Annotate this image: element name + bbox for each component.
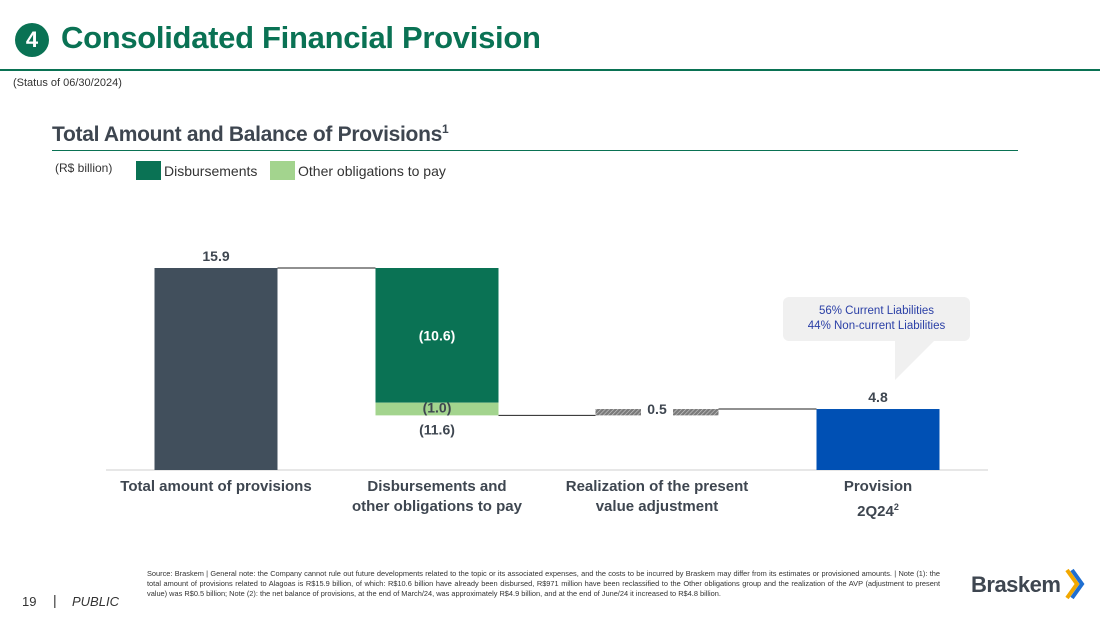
category-label-provision: Provision 2Q242: [763, 477, 993, 522]
category-label-line: other obligations to pay: [351, 498, 522, 515]
callout-pointer: [895, 340, 935, 380]
data-label-disbursements-total: (11.6): [419, 421, 455, 437]
category-label-total: Total amount of provisions: [101, 477, 331, 497]
liabilities-callout: 56% Current Liabilities 44% Non-current …: [783, 297, 970, 341]
category-label-line: Disbursements and: [367, 478, 507, 495]
unit-label: (R$ billion): [55, 161, 113, 175]
data-label-disbursements: (10.6): [419, 327, 456, 343]
data-label-provision: 4.8: [868, 389, 888, 405]
category-label-line: value adjustment: [595, 498, 719, 515]
data-label-bg: [641, 401, 673, 417]
bar-disbursements: [375, 268, 499, 403]
legend-swatch-disbursements: [136, 161, 161, 180]
classification-label: PUBLIC: [72, 594, 119, 609]
chart-title-text: Total Amount and Balance of Provisions: [52, 123, 442, 146]
callout-line-current: 56% Current Liabilities: [818, 305, 935, 317]
bar-provision-2q24: [816, 409, 940, 470]
chart-title: Total Amount and Balance of Provisions1: [52, 122, 449, 147]
status-date: (Status of 06/30/2024): [13, 77, 122, 89]
page-title: Consolidated Financial Provision: [61, 20, 541, 55]
footer-separator: |: [53, 592, 57, 608]
data-label-total: 15.9: [202, 248, 229, 264]
category-label-footnote-ref: 2: [893, 502, 899, 512]
category-label-line: 2Q242: [763, 497, 993, 522]
chart-title-divider: [52, 150, 1018, 151]
source-footnote: Source: Braskem | General note: the Comp…: [147, 569, 940, 598]
category-label-present-value: Realization of the present value adjustm…: [542, 477, 772, 517]
category-label-disbursements: Disbursements and other obligations to p…: [322, 477, 552, 517]
legend-label-other-obligations: Other obligations to pay: [298, 163, 446, 179]
callout-line-noncurrent: 44% Non-current Liabilities: [807, 320, 946, 332]
braskem-logo-text: Braskem: [971, 572, 1061, 597]
bar-other-obligations: [375, 402, 499, 416]
category-label-period: 2Q24: [857, 503, 894, 520]
chart-title-footnote-ref: 1: [441, 122, 449, 136]
category-label-line: Total amount of provisions: [120, 478, 312, 495]
category-label-line: Realization of the present: [565, 478, 749, 495]
section-number-badge: 4: [15, 23, 49, 57]
legend-swatch-other-obligations: [270, 161, 295, 180]
title-divider: [0, 69, 1100, 71]
legend-label-disbursements: Disbursements: [164, 163, 258, 179]
data-label-other-obligations: (1.0): [423, 400, 452, 416]
braskem-logo: Braskem: [971, 568, 1085, 600]
braskem-logo-mark-icon: [1065, 568, 1085, 600]
data-label-present-value: 0.5: [647, 401, 667, 417]
category-label-line: Provision: [843, 478, 913, 495]
page-number: 19: [22, 594, 37, 609]
bar-total-provisions: [154, 268, 278, 470]
